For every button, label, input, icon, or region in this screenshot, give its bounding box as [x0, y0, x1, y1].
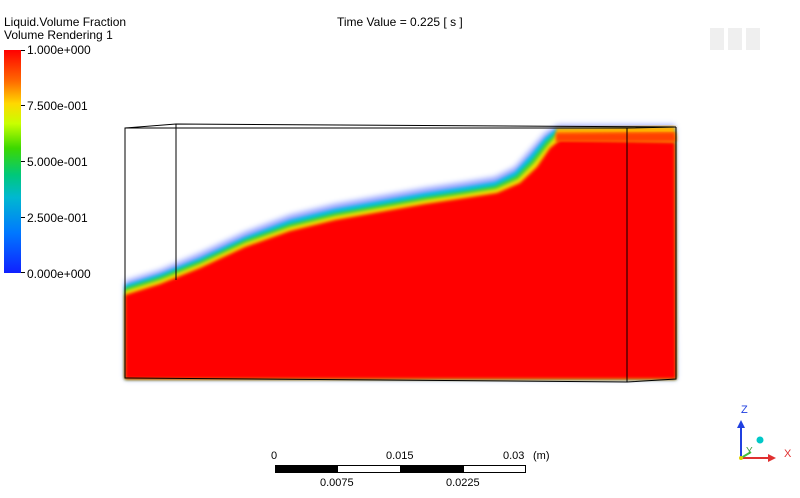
colorbar-tick-mark: [21, 50, 25, 51]
scale-bar-segment: [400, 465, 464, 473]
z-axis-arrowhead-icon: [737, 420, 745, 428]
colorbar-tick-label: 2.500e-001: [27, 211, 88, 225]
triad-origin-icon: [739, 456, 743, 460]
legend-subtitle: Volume Rendering 1: [4, 28, 113, 42]
colorbar-tick-mark: [21, 105, 25, 106]
time-value-label: Time Value = 0.225 [ s ]: [337, 15, 463, 29]
z-axis-label: Z: [741, 404, 748, 416]
domain-box-outline: [124, 123, 677, 383]
watermark-logo: [710, 28, 760, 50]
scale-bar-segment: [337, 465, 401, 473]
axis-triad[interactable]: Z Y X: [732, 402, 798, 472]
colorbar-tick-label: 0.000e+000: [27, 267, 91, 281]
liquid-volume-rendering: [125, 125, 676, 379]
colorbar-tick-label: 7.500e-001: [27, 99, 88, 113]
colorbar-tick-label: 5.000e-001: [27, 155, 88, 169]
scale-bar-label: 0.0225: [446, 477, 480, 489]
scale-bar-label: 0.0075: [320, 477, 354, 489]
colorbar-tick-label: 1.000e+000: [27, 43, 91, 57]
colorbar-tick-mark: [21, 217, 25, 218]
x-axis-label: X: [784, 448, 792, 460]
scale-bar-label: 0.03: [503, 450, 525, 462]
colorbar: [4, 50, 21, 273]
scale-bar-label: 0: [271, 450, 278, 462]
colorbar-tick-mark: [21, 161, 25, 162]
triad-sphere-icon: [756, 436, 764, 444]
scale-bar-unit: (m): [533, 450, 550, 462]
legend-title: Liquid.Volume Fraction: [4, 15, 127, 29]
x-axis-arrowhead-icon: [768, 454, 776, 462]
scale-bar-segment: [275, 465, 338, 473]
y-axis-label: Y: [746, 446, 753, 457]
scale-bar-segment: [463, 465, 526, 473]
scale-bar-label: 0.015: [386, 450, 414, 462]
colorbar-tick-mark: [21, 272, 25, 273]
